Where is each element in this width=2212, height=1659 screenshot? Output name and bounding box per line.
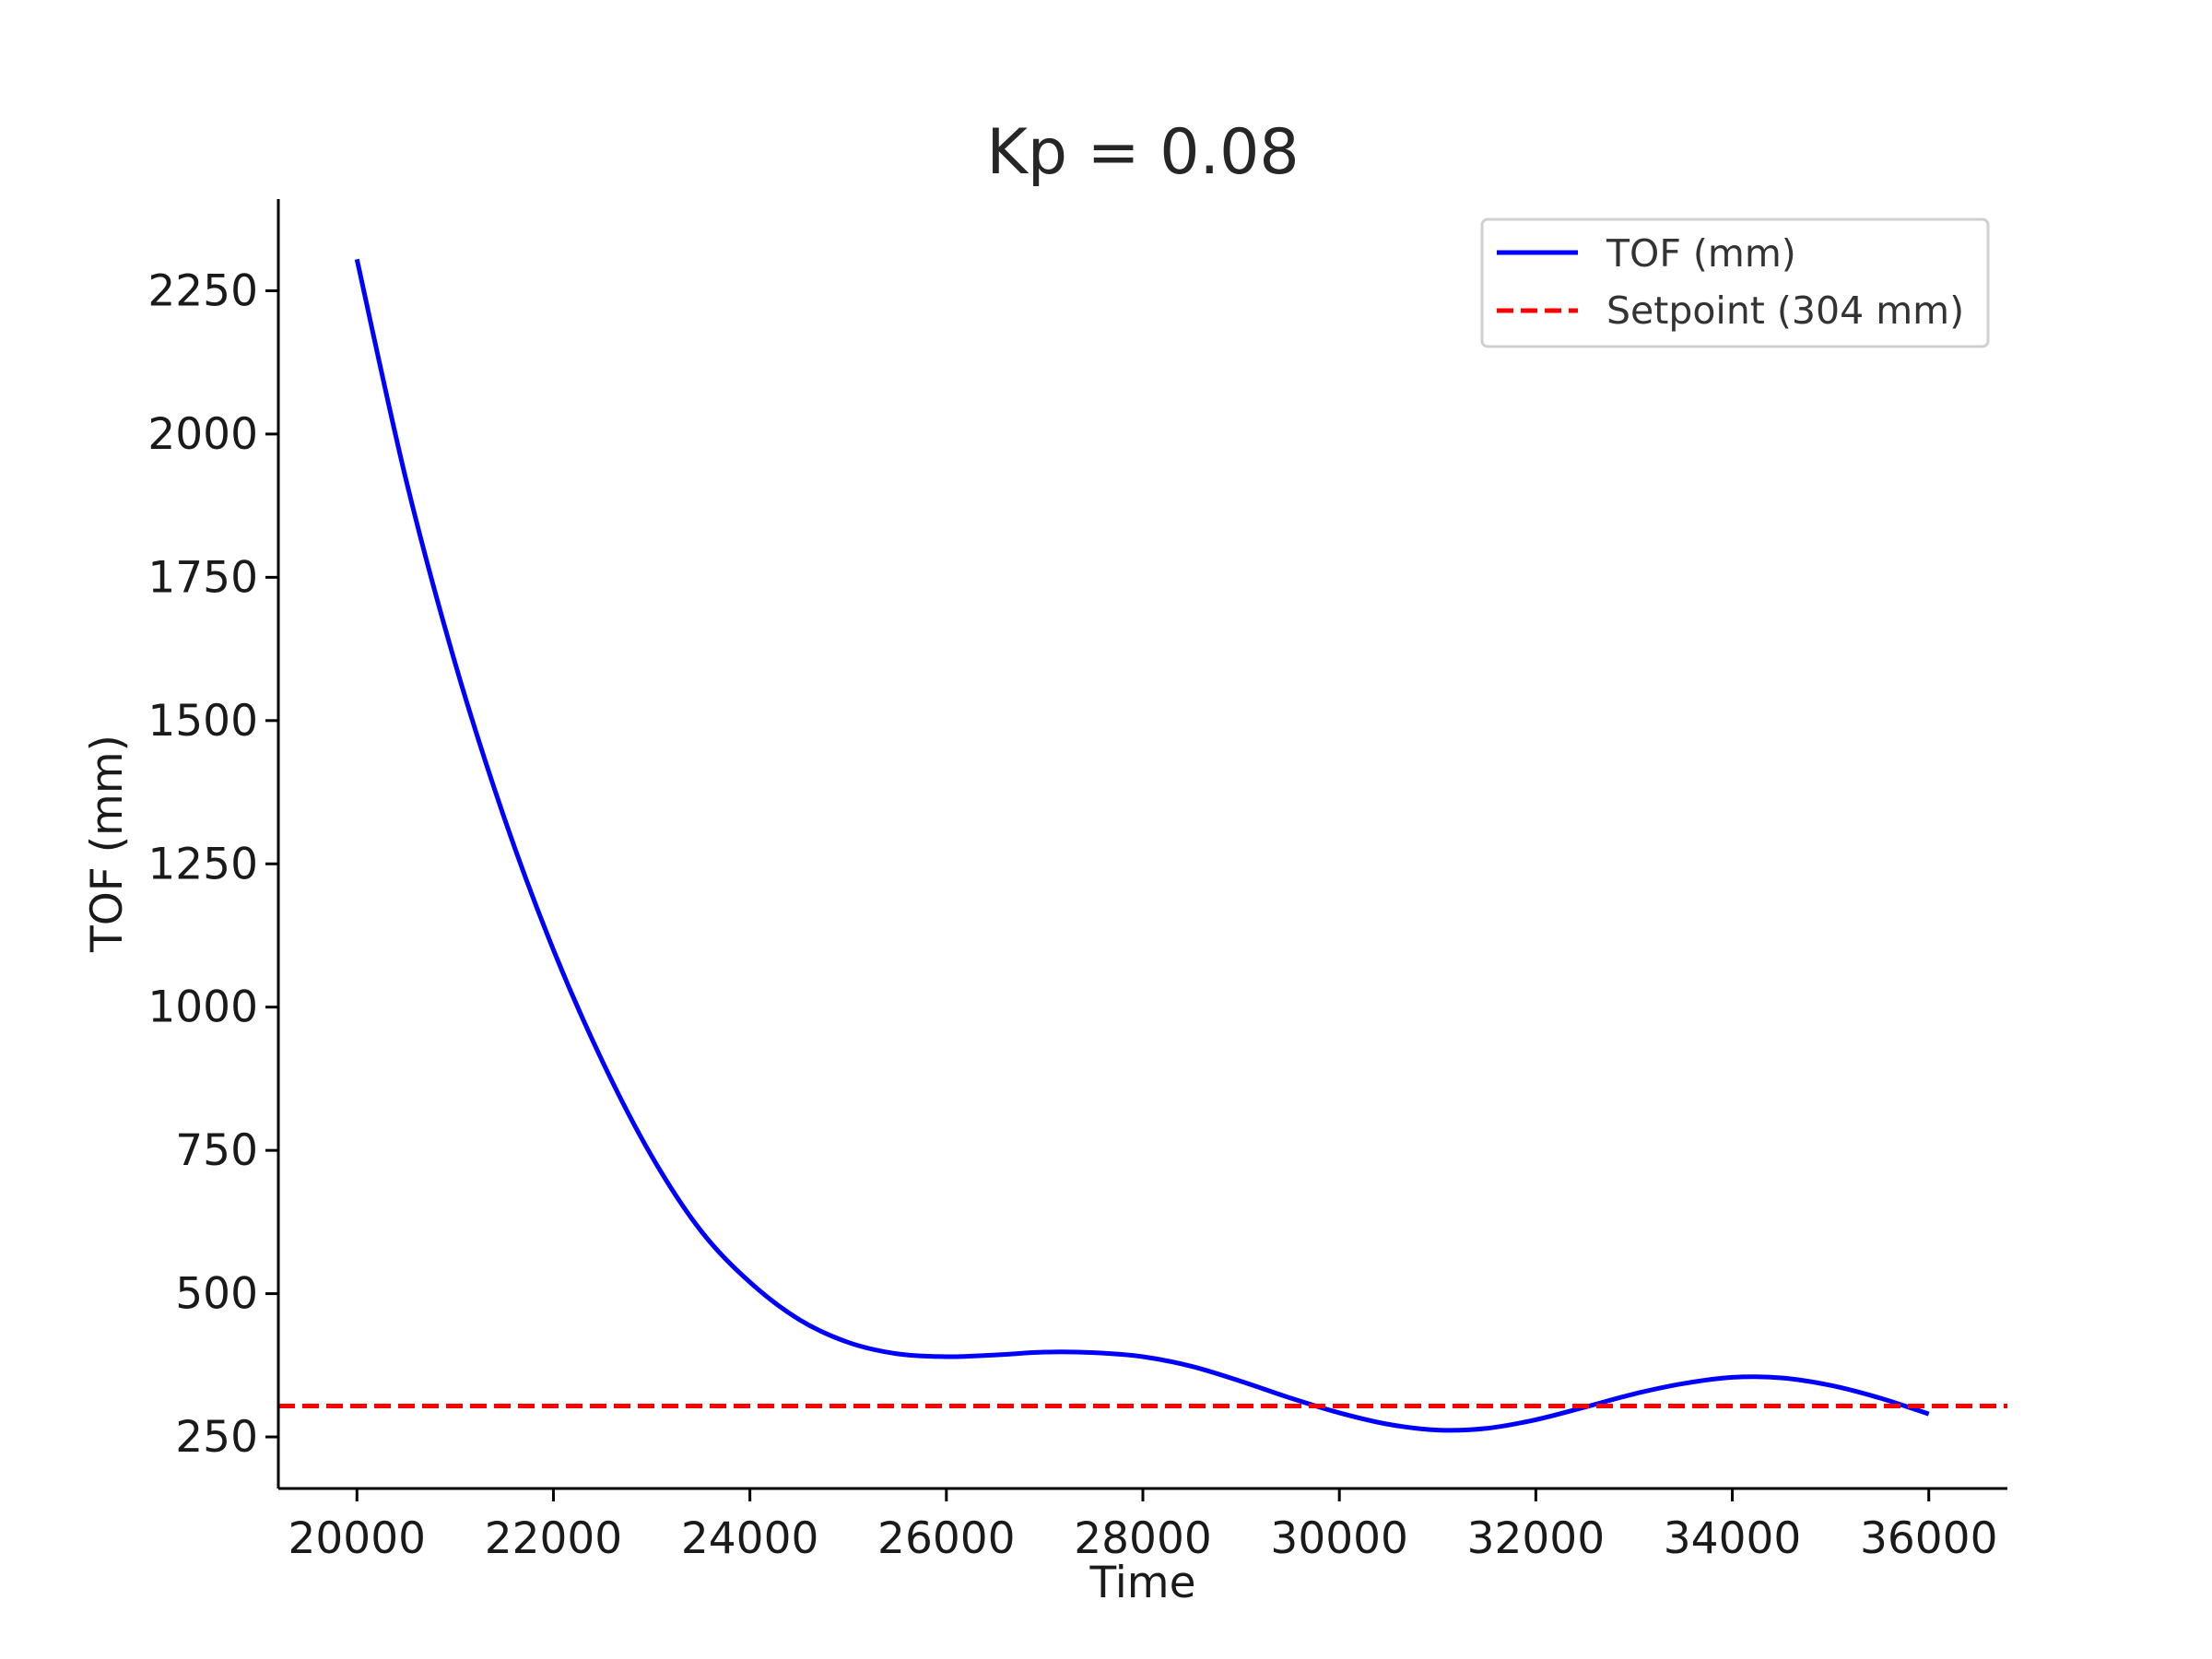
x-tick-label: 26000 (877, 1513, 1016, 1564)
y-tick-label: 1500 (147, 696, 258, 747)
legend-label-tof: TOF (mm) (1606, 231, 1796, 276)
y-tick-label: 1000 (147, 982, 258, 1033)
series-line-tof (354, 258, 1930, 1433)
legend-frame (1480, 218, 1990, 348)
y-tick-label: 1750 (147, 552, 258, 603)
x-tick-label: 20000 (288, 1513, 427, 1564)
x-tick-label: 36000 (1860, 1513, 1998, 1564)
y-axis-label: TOF (mm) (82, 735, 133, 953)
y-tick-label: 1250 (147, 839, 258, 889)
y-tick-label: 250 (175, 1412, 258, 1463)
y-tick-label: 2000 (147, 409, 258, 460)
x-axis-label: Time (1088, 1558, 1195, 1608)
x-tick-label: 30000 (1270, 1513, 1408, 1564)
x-tick-label: 22000 (485, 1513, 623, 1564)
legend-label-setpoint: Setpoint (304 mm) (1606, 288, 1964, 333)
y-tick-label: 500 (175, 1269, 258, 1320)
x-tick-label: 24000 (681, 1513, 819, 1564)
y-tick-label: 750 (175, 1125, 258, 1176)
x-tick-label: 28000 (1074, 1513, 1212, 1564)
y-axis-ticks: 250 500 750 1000 1250 1500 1750 2000 2250 (147, 265, 278, 1463)
x-tick-label: 34000 (1664, 1513, 1802, 1564)
chart-title: Kp = 0.08 (986, 116, 1299, 189)
plot-area (278, 258, 2007, 1433)
legend: TOF (mm) Setpoint (304 mm) (1480, 218, 1990, 348)
x-axis-ticks: 20000 22000 24000 26000 28000 30000 32000 34000… (288, 1488, 1998, 1564)
x-tick-label: 32000 (1467, 1513, 1606, 1564)
y-tick-label: 2250 (147, 265, 258, 316)
